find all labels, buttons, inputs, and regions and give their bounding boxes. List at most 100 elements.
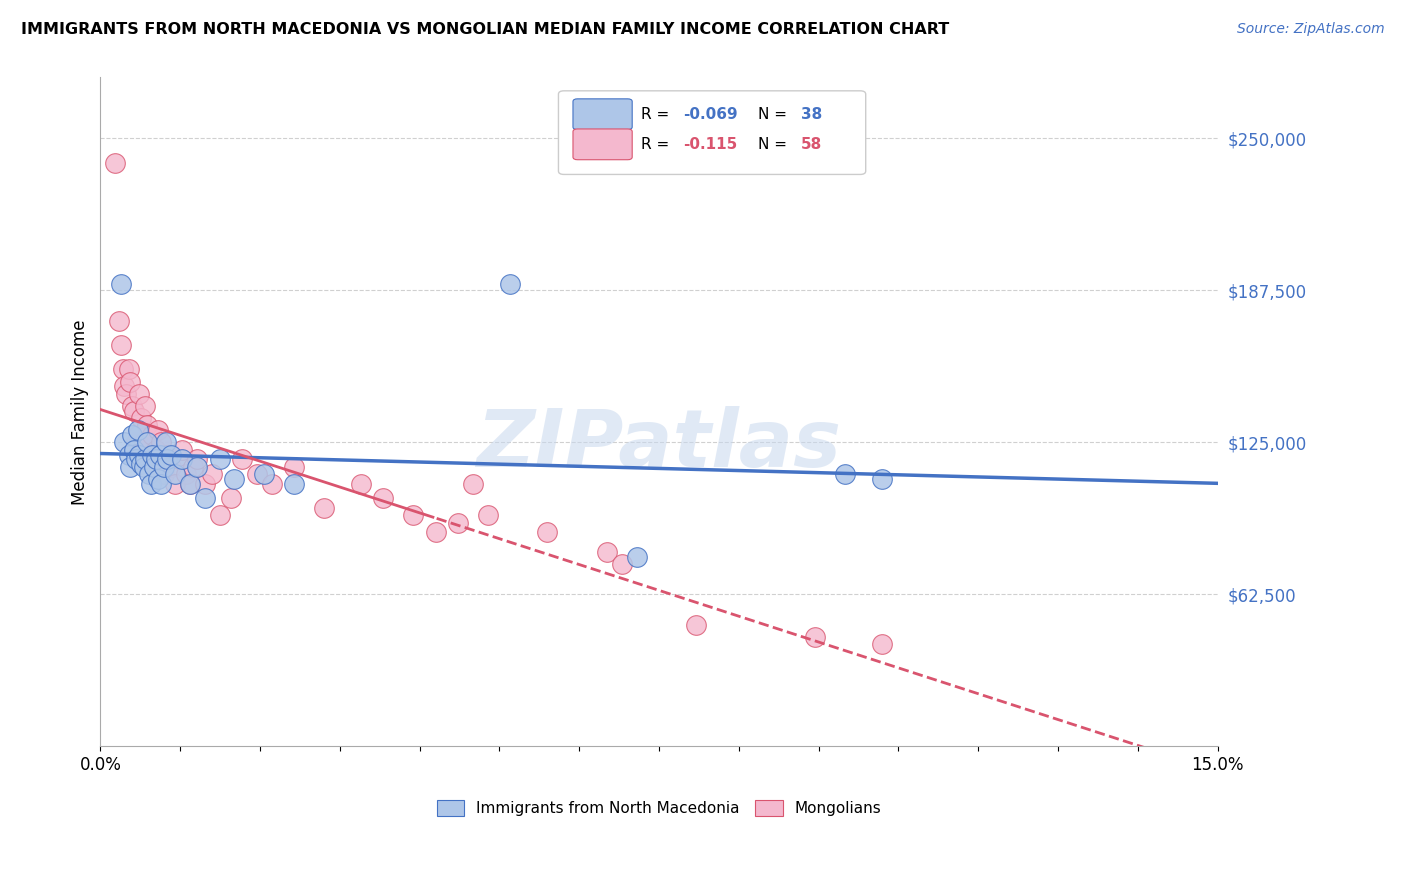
Point [132, 459, 155, 474]
Point [150, 476, 173, 491]
Point [139, 476, 162, 491]
Point [141, 448, 163, 462]
Point [160, 448, 183, 462]
Point [122, 403, 145, 417]
Point [536, 525, 558, 540]
Point [172, 452, 194, 467]
Point [194, 491, 217, 506]
FancyBboxPatch shape [558, 91, 866, 175]
Point [425, 525, 447, 540]
Text: 38: 38 [801, 107, 823, 121]
Point [108, 314, 131, 328]
Point [132, 435, 155, 450]
Point [112, 379, 135, 393]
Point [350, 476, 373, 491]
Point [155, 452, 177, 467]
Point [246, 467, 269, 481]
Point [872, 637, 894, 651]
Point [596, 545, 619, 559]
Point [111, 362, 134, 376]
Point [167, 452, 190, 467]
Point [127, 423, 149, 437]
Y-axis label: Median Family Income: Median Family Income [72, 319, 89, 505]
Point [127, 428, 149, 442]
Point [131, 411, 153, 425]
Point [253, 467, 276, 481]
Point [139, 448, 162, 462]
Text: -0.115: -0.115 [683, 136, 738, 152]
Point [626, 549, 648, 564]
Point [149, 448, 172, 462]
Point [122, 442, 145, 457]
Point [149, 452, 172, 467]
Point [135, 435, 157, 450]
Point [172, 442, 194, 457]
Point [152, 459, 174, 474]
Point [138, 435, 160, 450]
Point [685, 617, 707, 632]
Point [201, 467, 224, 481]
Text: N =: N = [758, 107, 793, 121]
Point [179, 476, 201, 491]
Text: ZIPatlas: ZIPatlas [477, 407, 842, 484]
Point [128, 386, 150, 401]
Text: -0.069: -0.069 [683, 107, 738, 121]
Point [610, 557, 633, 571]
FancyBboxPatch shape [574, 99, 633, 129]
Point [145, 452, 167, 467]
Point [118, 448, 141, 462]
Point [143, 459, 166, 474]
Point [135, 418, 157, 433]
Point [208, 508, 231, 523]
Point [118, 362, 141, 376]
Point [163, 476, 186, 491]
Point [134, 399, 156, 413]
Point [872, 472, 894, 486]
Point [141, 428, 163, 442]
Point [152, 467, 174, 481]
Point [174, 467, 197, 481]
Point [186, 459, 208, 474]
Point [447, 516, 470, 530]
Point [461, 476, 484, 491]
Point [120, 375, 142, 389]
Point [112, 435, 135, 450]
Point [145, 442, 167, 457]
Point [156, 452, 179, 467]
Text: R =: R = [641, 107, 675, 121]
Point [115, 386, 138, 401]
Point [155, 435, 177, 450]
Point [260, 476, 283, 491]
Point [179, 476, 201, 491]
Text: 58: 58 [801, 136, 823, 152]
Point [194, 476, 217, 491]
Point [128, 448, 150, 462]
Point [160, 459, 183, 474]
Point [834, 467, 856, 481]
Text: Source: ZipAtlas.com: Source: ZipAtlas.com [1237, 22, 1385, 37]
Text: N =: N = [758, 136, 793, 152]
Point [208, 452, 231, 467]
Point [219, 491, 242, 506]
Point [125, 452, 148, 467]
Point [125, 435, 148, 450]
Point [138, 467, 160, 481]
Point [131, 457, 153, 471]
Point [186, 452, 208, 467]
Text: IMMIGRANTS FROM NORTH MACEDONIA VS MONGOLIAN MEDIAN FAMILY INCOME CORRELATION CH: IMMIGRANTS FROM NORTH MACEDONIA VS MONGO… [21, 22, 949, 37]
Point [150, 435, 173, 450]
Point [148, 423, 170, 437]
Point [804, 630, 827, 644]
Point [477, 508, 499, 523]
Point [148, 472, 170, 486]
Point [143, 459, 166, 474]
Point [110, 338, 132, 352]
Point [121, 428, 143, 442]
Point [224, 472, 246, 486]
Legend: Immigrants from North Macedonia, Mongolians: Immigrants from North Macedonia, Mongoli… [430, 794, 887, 822]
Point [121, 399, 143, 413]
Point [499, 277, 522, 292]
Point [110, 277, 132, 292]
Point [120, 459, 142, 474]
Point [163, 467, 186, 481]
